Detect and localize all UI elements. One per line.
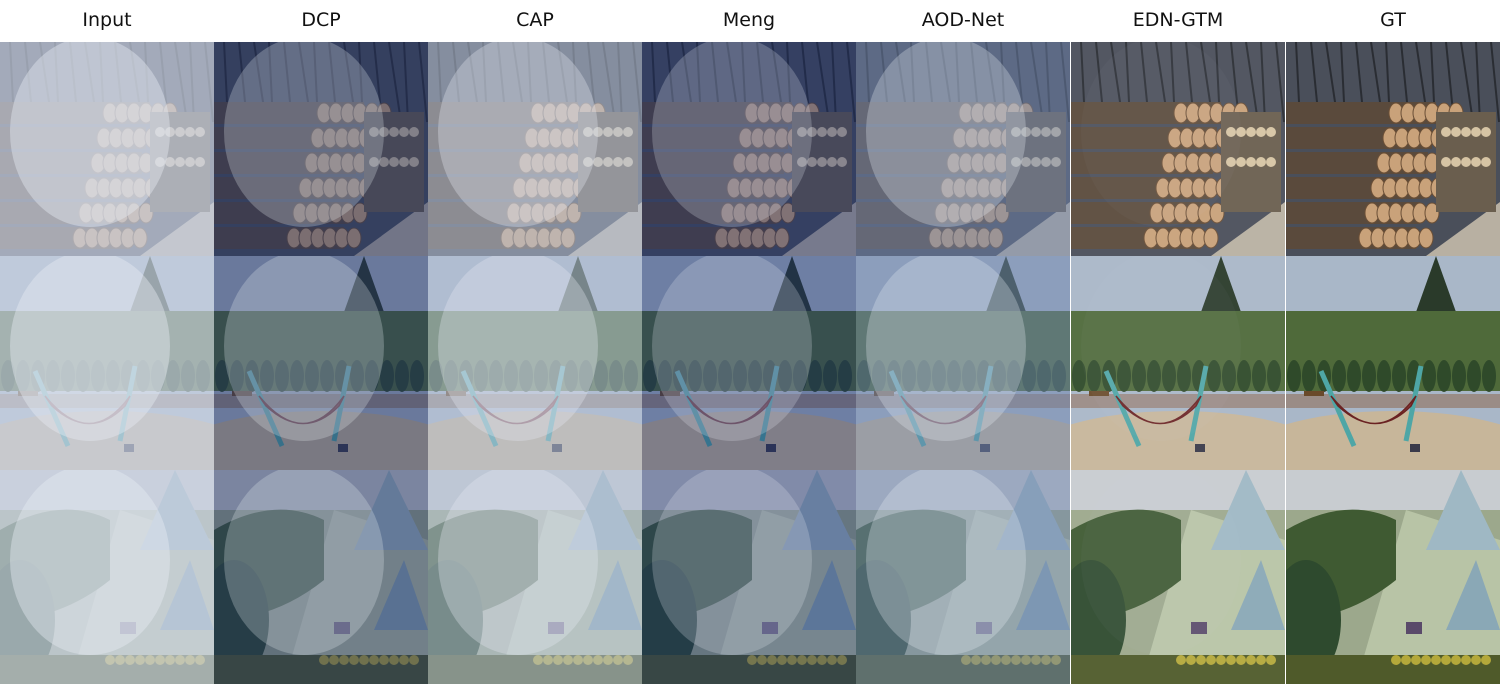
scene-photo	[214, 256, 428, 470]
scene-photo	[856, 42, 1070, 256]
column-label-meng: Meng	[722, 9, 776, 31]
result-image	[856, 470, 1070, 684]
result-image	[642, 42, 856, 256]
result-image	[0, 470, 214, 684]
result-image	[642, 470, 856, 684]
column-label-aod-net: AOD-Net	[921, 9, 1005, 31]
result-image	[1286, 256, 1501, 470]
scene-photo	[642, 256, 856, 470]
scene-photo	[1071, 42, 1285, 256]
scene-photo	[1071, 470, 1285, 684]
result-image	[1071, 470, 1285, 684]
result-image	[856, 256, 1070, 470]
scene-photo	[0, 42, 214, 256]
scene-photo	[428, 470, 642, 684]
scene-photo	[1286, 470, 1500, 684]
result-image	[214, 470, 428, 684]
result-image	[1071, 42, 1285, 256]
column-label-input: Input	[82, 9, 132, 31]
result-image	[856, 42, 1070, 256]
result-image	[1286, 470, 1501, 684]
column-label-edn-gtm: EDN-GTM	[1132, 9, 1224, 31]
result-image	[0, 256, 214, 470]
result-image	[214, 42, 428, 256]
image-grid	[0, 42, 1501, 684]
result-image	[642, 256, 856, 470]
result-image	[428, 256, 642, 470]
result-image	[0, 42, 214, 256]
scene-photo	[428, 42, 642, 256]
result-image	[214, 256, 428, 470]
result-image	[1071, 256, 1285, 470]
scene-photo	[856, 470, 1070, 684]
result-image	[1286, 42, 1501, 256]
column-label-gt: GT	[1380, 9, 1406, 31]
scene-photo	[642, 470, 856, 684]
scene-photo	[1286, 256, 1500, 470]
column-headers: Input DCP CAP Meng AOD-Net EDN-GTM GT	[0, 0, 1501, 42]
result-image	[428, 470, 642, 684]
scene-photo	[642, 42, 856, 256]
result-image	[428, 42, 642, 256]
scene-photo	[428, 256, 642, 470]
scene-photo	[0, 256, 214, 470]
scene-photo	[0, 470, 214, 684]
scene-photo	[214, 470, 428, 684]
scene-photo	[1071, 256, 1285, 470]
column-label-dcp: DCP	[301, 9, 341, 31]
scene-photo	[856, 256, 1070, 470]
scene-photo	[214, 42, 428, 256]
scene-photo	[1286, 42, 1500, 256]
column-label-cap: CAP	[516, 9, 554, 31]
